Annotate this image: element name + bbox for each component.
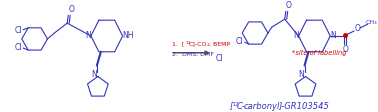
Text: ]-GR103545: ]-GR103545 xyxy=(278,102,329,111)
Text: carbonyl: carbonyl xyxy=(243,102,280,111)
Text: , BEMP: , BEMP xyxy=(209,41,230,46)
Text: NH: NH xyxy=(122,31,133,40)
Text: 2.  DMS, DMF: 2. DMS, DMF xyxy=(172,52,214,57)
Text: N: N xyxy=(330,31,336,40)
Text: N: N xyxy=(85,31,91,40)
Text: Cl: Cl xyxy=(14,43,22,52)
Text: *site of labelling: *site of labelling xyxy=(291,50,346,56)
Text: [: [ xyxy=(229,102,232,111)
Text: N: N xyxy=(293,31,299,40)
Text: C]-CO: C]-CO xyxy=(189,41,208,46)
Text: N: N xyxy=(299,70,304,79)
Text: CH₃: CH₃ xyxy=(366,20,378,25)
Text: 1.  [: 1. [ xyxy=(172,41,184,46)
Text: O: O xyxy=(355,24,361,33)
Text: 11: 11 xyxy=(233,102,240,107)
Text: 2: 2 xyxy=(207,43,209,47)
Text: N: N xyxy=(91,70,97,79)
Text: Cl: Cl xyxy=(215,54,223,63)
Text: O: O xyxy=(286,1,292,10)
Text: C-: C- xyxy=(237,102,246,111)
Text: Cl: Cl xyxy=(14,26,22,35)
Text: O: O xyxy=(343,45,349,54)
Text: O: O xyxy=(68,5,74,14)
Text: 11: 11 xyxy=(186,41,191,45)
Text: Cl: Cl xyxy=(236,37,243,46)
